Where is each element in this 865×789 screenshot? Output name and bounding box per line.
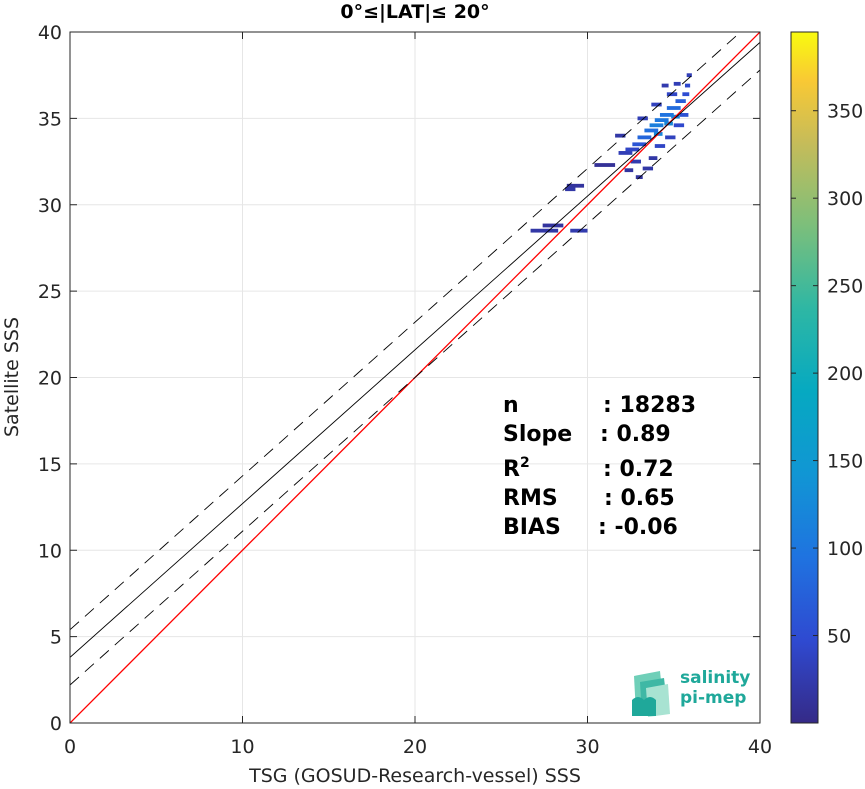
stat-label: BIAS bbox=[503, 515, 561, 540]
chart-title: 0°≤|LAT|≤ 20° bbox=[340, 1, 489, 23]
y-axis-label: Satellite SSS bbox=[1, 317, 23, 437]
density-cell bbox=[651, 102, 662, 107]
density-cell bbox=[594, 163, 616, 167]
density-cell bbox=[570, 228, 588, 233]
density-cell bbox=[637, 135, 652, 140]
density-cell bbox=[684, 83, 691, 88]
x-tick-label: 30 bbox=[575, 736, 599, 758]
colorbar-tick-label: 100 bbox=[827, 538, 863, 560]
density-cell bbox=[642, 166, 654, 171]
density-cell bbox=[625, 147, 640, 152]
colorbar-ticks: 50 100 150 200 250 300 350 bbox=[791, 101, 863, 648]
stat-label: RMS bbox=[503, 486, 558, 511]
stat-value: : 0.89 bbox=[600, 422, 671, 447]
density-cell bbox=[637, 116, 648, 121]
density-cell bbox=[632, 142, 647, 147]
density-cell bbox=[679, 113, 689, 117]
y-tick-label: 5 bbox=[50, 627, 62, 649]
regression-upper-line bbox=[70, 32, 742, 631]
logo-line-1: salinity bbox=[680, 668, 750, 688]
density-cell bbox=[624, 168, 634, 173]
stat-value: : 18283 bbox=[603, 393, 696, 418]
salinity-pi-mep-logo: salinity pi-mep bbox=[632, 668, 750, 717]
density-cell bbox=[666, 106, 681, 110]
y-tick-label: 0 bbox=[50, 713, 62, 735]
colorbar-tick-label: 300 bbox=[827, 188, 863, 210]
density-cell bbox=[673, 123, 685, 128]
stat-label: Slope bbox=[503, 422, 572, 447]
colorbar-tick-label: 250 bbox=[827, 276, 863, 298]
stat-label: n bbox=[503, 393, 519, 418]
density-cell bbox=[565, 187, 576, 192]
logo-line-2: pi-mep bbox=[680, 688, 746, 708]
density-cell bbox=[654, 144, 666, 148]
density-cell bbox=[654, 118, 669, 123]
regression-line bbox=[70, 42, 760, 658]
density-cell bbox=[630, 159, 641, 164]
y-tick-label: 20 bbox=[38, 368, 62, 390]
y-tick-label: 35 bbox=[38, 108, 62, 130]
regression-lower-line bbox=[70, 69, 760, 686]
density-cell bbox=[530, 228, 559, 233]
axis-ticks: 0 10 20 30 40 0 5 10 15 20 25 30 35 40 bbox=[38, 22, 772, 758]
stat-superscript: 2 bbox=[520, 455, 530, 471]
density-cell bbox=[665, 135, 676, 140]
density-cell bbox=[649, 123, 664, 128]
colorbar bbox=[790, 31, 819, 724]
y-tick-label: 15 bbox=[38, 454, 62, 476]
stat-value: : 0.65 bbox=[604, 486, 675, 511]
x-tick-label: 40 bbox=[748, 736, 772, 758]
density-cell bbox=[659, 113, 674, 117]
y-tick-label: 10 bbox=[38, 540, 62, 562]
wave-icon bbox=[632, 671, 670, 717]
colorbar-tick-label: 150 bbox=[827, 451, 863, 473]
stat-value: : -0.06 bbox=[598, 515, 678, 540]
density-cell bbox=[566, 183, 585, 188]
density-cell bbox=[615, 133, 626, 138]
stat-value: : 0.72 bbox=[603, 457, 674, 482]
density-cell bbox=[618, 151, 633, 155]
y-tick-label: 30 bbox=[38, 195, 62, 217]
density-cell bbox=[682, 92, 690, 97]
density-cell bbox=[644, 128, 659, 133]
x-tick-label: 20 bbox=[403, 736, 427, 758]
density-cell bbox=[542, 223, 564, 228]
density-cell bbox=[661, 83, 669, 88]
x-axis-label: TSG (GOSUD-Research-vessel) SSS bbox=[248, 765, 581, 787]
colorbar-tick-label: 350 bbox=[827, 101, 863, 123]
colorbar-tick-label: 200 bbox=[827, 363, 863, 385]
y-tick-label: 40 bbox=[38, 22, 62, 44]
y-tick-label: 25 bbox=[38, 281, 62, 303]
density-cell bbox=[648, 156, 658, 161]
density-cell bbox=[666, 92, 678, 97]
x-tick-label: 0 bbox=[64, 736, 76, 758]
x-tick-label: 10 bbox=[230, 736, 254, 758]
density-cell bbox=[673, 81, 681, 86]
density-cell bbox=[675, 99, 686, 104]
density-cell bbox=[686, 73, 692, 78]
colorbar-tick-label: 50 bbox=[827, 626, 851, 648]
reference-lines bbox=[70, 32, 760, 723]
